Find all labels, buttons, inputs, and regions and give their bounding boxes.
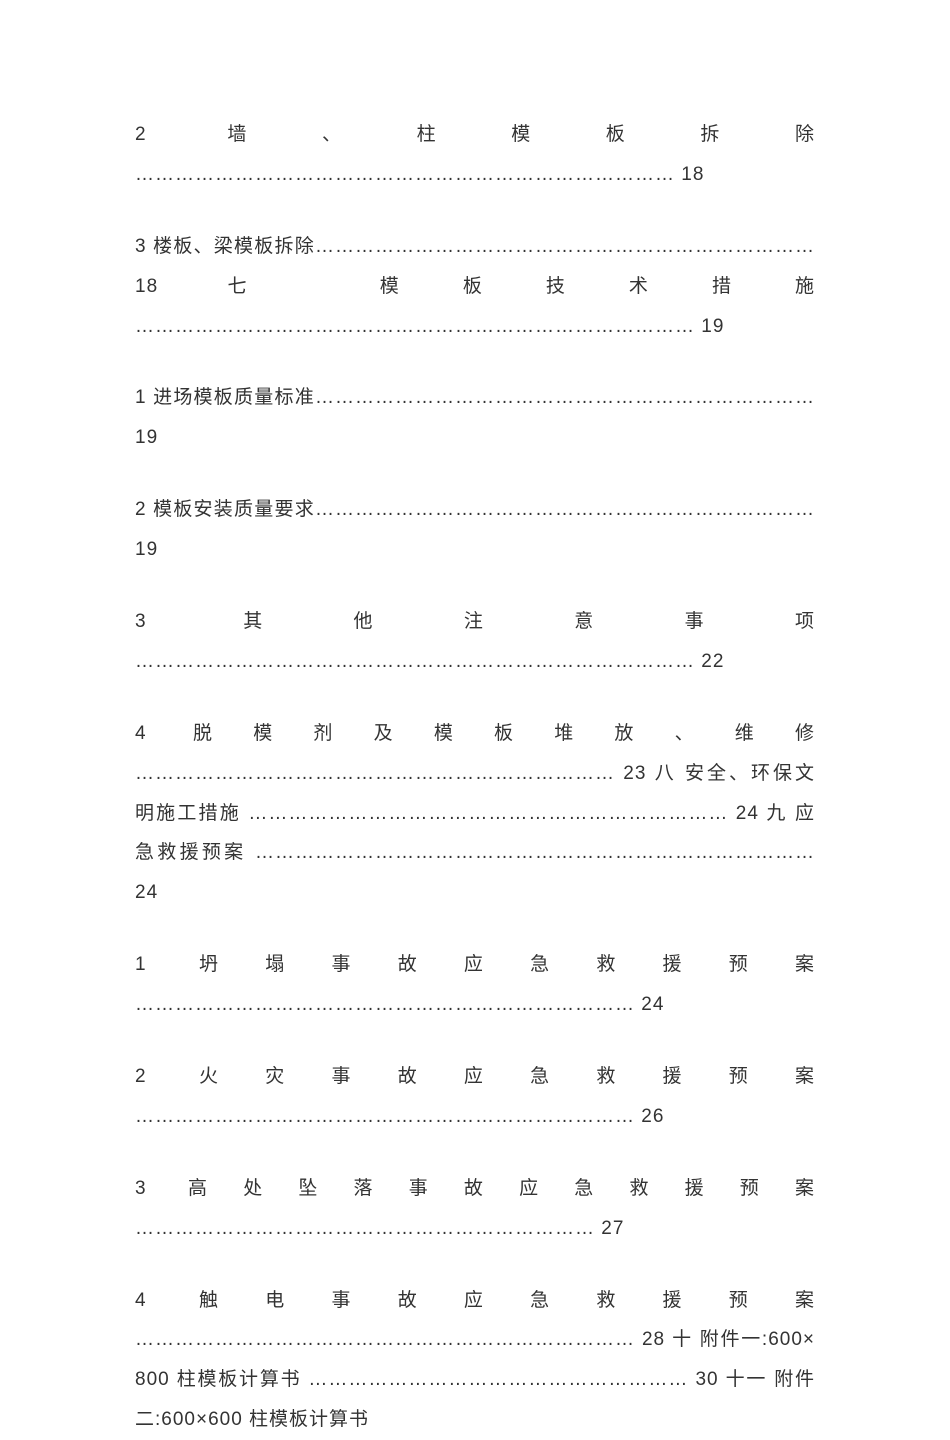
toc-entry: 3 其他注意事项 ………………………………………………………………………… 22 — [135, 602, 815, 682]
toc-entry: 3 高处坠落事故应急救援预案 …………………………………………………………… 2… — [135, 1169, 815, 1249]
toc-container: 2 墙、柱模板拆除 ……………………………………………………………………… 18… — [135, 115, 815, 1440]
toc-entry: 3 楼板、梁模板拆除………………………………………………………………… 18 七… — [135, 227, 815, 347]
toc-entry: 2 火灾事故应急救援预案 ………………………………………………………………… 2… — [135, 1057, 815, 1137]
toc-entry: 2 墙、柱模板拆除 ……………………………………………………………………… 18 — [135, 115, 815, 195]
toc-entry: 2 模板安装质量要求………………………………………………………………… 19 — [135, 490, 815, 570]
toc-entry: 4 触电事故应急救援预案 ………………………………………………………………… 2… — [135, 1281, 815, 1440]
toc-entry: 4 脱模剂及模板堆放、维修 ……………………………………………………………… 2… — [135, 714, 815, 913]
toc-entry: 1 坍塌事故应急救援预案 ………………………………………………………………… 2… — [135, 945, 815, 1025]
toc-entry: 1 进场模板质量标准………………………………………………………………… 19 — [135, 378, 815, 458]
